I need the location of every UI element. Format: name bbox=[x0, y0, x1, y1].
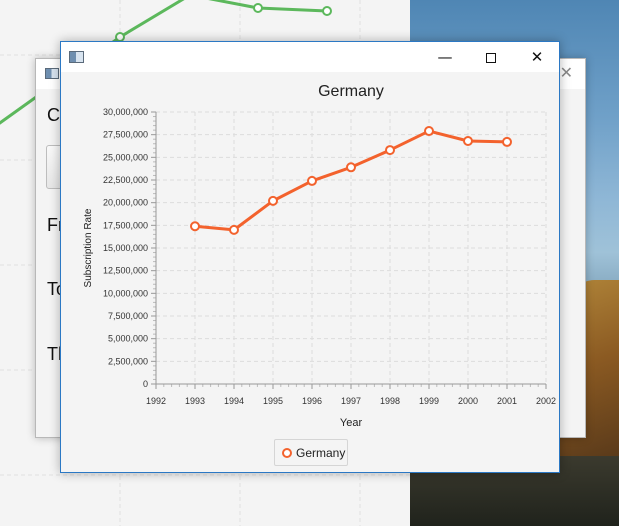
y-tick-label: 15,000,000 bbox=[103, 243, 148, 253]
y-tick-label: 27,500,000 bbox=[103, 130, 148, 140]
background-data-point bbox=[322, 6, 332, 16]
line-chart: Germany 0 2,500,000 5,000,000 7,500,000 10,00… bbox=[83, 83, 556, 429]
window-titlebar[interactable]: — ✕ bbox=[61, 42, 559, 72]
chart-legend: Germany bbox=[274, 439, 348, 466]
minimize-button[interactable]: — bbox=[422, 42, 468, 72]
close-icon[interactable]: ✕ bbox=[559, 63, 573, 82]
x-tick-label: 1997 bbox=[341, 396, 361, 406]
data-point bbox=[346, 162, 356, 173]
app-window-icon bbox=[69, 51, 84, 63]
x-tick-label: 2000 bbox=[458, 396, 478, 406]
y-tick-label: 20,000,000 bbox=[103, 198, 148, 208]
x-tick-label: 2001 bbox=[497, 396, 517, 406]
x-tick-label: 1993 bbox=[185, 396, 205, 406]
y-tick-label: 25,000,000 bbox=[103, 152, 148, 162]
chart-title: Germany bbox=[318, 83, 384, 100]
chart-window[interactable]: — ✕ Germany 0 2,500,000 5,000,000 7,500,000 1… bbox=[60, 41, 560, 473]
y-tick-label: 2,500,000 bbox=[108, 356, 148, 366]
x-tick-label: 1995 bbox=[263, 396, 283, 406]
close-button[interactable]: ✕ bbox=[514, 42, 560, 72]
y-tick-label: 0 bbox=[143, 379, 148, 389]
maximize-button[interactable] bbox=[468, 42, 514, 72]
x-tick-label: 1992 bbox=[146, 396, 166, 406]
y-tick-label: 7,500,000 bbox=[108, 311, 148, 321]
close-icon: ✕ bbox=[530, 48, 544, 66]
legend-label: Germany bbox=[296, 446, 346, 460]
data-point bbox=[268, 195, 278, 206]
legend-symbol-icon bbox=[282, 448, 292, 458]
x-tick-label: 1996 bbox=[302, 396, 322, 406]
background-data-point bbox=[253, 3, 263, 13]
y-tick-label: 30,000,000 bbox=[103, 107, 148, 117]
x-tick-label: 1994 bbox=[224, 396, 244, 406]
data-point bbox=[229, 224, 239, 235]
y-tick-label: 5,000,000 bbox=[108, 334, 148, 344]
x-tick-label: 2002 bbox=[536, 396, 556, 406]
dialog-label-from: Fr bbox=[47, 215, 64, 235]
data-point bbox=[424, 126, 434, 137]
y-tick-label: 12,500,000 bbox=[103, 266, 148, 276]
y-tick-label: 10,000,000 bbox=[103, 288, 148, 298]
minimize-icon: — bbox=[437, 48, 453, 66]
data-point bbox=[385, 145, 395, 156]
data-point bbox=[190, 221, 200, 232]
data-point bbox=[502, 136, 512, 147]
maximize-icon bbox=[486, 52, 496, 63]
y-tick-label: 22,500,000 bbox=[103, 175, 148, 185]
y-tick-label: 17,500,000 bbox=[103, 220, 148, 230]
data-point bbox=[463, 136, 473, 147]
app-window-icon bbox=[45, 68, 59, 79]
background-data-point bbox=[115, 32, 125, 42]
x-axis-label: Year bbox=[340, 417, 363, 429]
x-tick-label: 1999 bbox=[419, 396, 439, 406]
x-tick-label: 1998 bbox=[380, 396, 400, 406]
data-point bbox=[307, 175, 317, 186]
y-axis-label: Subscription Rate bbox=[83, 208, 94, 287]
